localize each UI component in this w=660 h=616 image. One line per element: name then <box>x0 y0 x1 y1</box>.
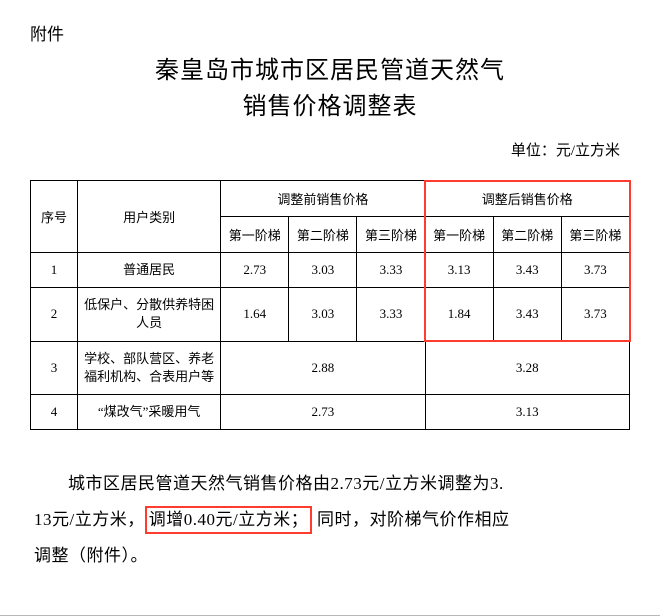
cell-val: 3.33 <box>357 253 425 288</box>
table-head-row1: 序号 用户类别 调整前销售价格 调整后销售价格 <box>31 181 630 217</box>
body-text-frag: 调整（附件）。 <box>34 546 148 565</box>
cell-category: 普通居民 <box>77 253 220 288</box>
table-row: 2 低保户、分散供养特困人员 1.64 3.03 3.33 1.84 3.43 … <box>31 288 630 341</box>
table-row: 3 学校、部队营区、养老福利机构、合表用户等 2.88 3.28 <box>31 341 630 394</box>
cell-seq: 1 <box>31 253 78 288</box>
cell-seq: 3 <box>31 341 78 394</box>
th-after-tier1: 第一阶梯 <box>425 217 493 253</box>
cell-val: 3.73 <box>561 253 629 288</box>
th-after: 调整后销售价格 <box>425 181 629 217</box>
cell-val-merged: 3.13 <box>425 394 629 429</box>
body-text-frag: 同时，对阶梯气价作相应 <box>312 510 509 529</box>
th-seq: 序号 <box>31 181 78 253</box>
cell-val: 1.84 <box>425 288 493 341</box>
cell-seq: 2 <box>31 288 78 341</box>
th-after-tier2: 第二阶梯 <box>493 217 561 253</box>
cell-category: “煤改气”采暖用气 <box>77 394 220 429</box>
cell-category: 学校、部队营区、养老福利机构、合表用户等 <box>77 341 220 394</box>
th-before: 调整前销售价格 <box>221 181 425 217</box>
table-row: 1 普通居民 2.73 3.03 3.33 3.13 3.43 3.73 <box>31 253 630 288</box>
th-before-tier2: 第二阶梯 <box>289 217 357 253</box>
cell-val-merged: 3.28 <box>425 341 629 394</box>
cell-val: 1.64 <box>221 288 289 341</box>
cell-val: 3.03 <box>289 253 357 288</box>
cell-val: 3.43 <box>493 253 561 288</box>
cell-val: 3.43 <box>493 288 561 341</box>
highlight-inline-increase: 调增0.40元/立方米； <box>145 506 312 534</box>
th-before-tier1: 第一阶梯 <box>221 217 289 253</box>
doc-title-line1: 秦皇岛市城市区居民管道天然气 <box>30 53 630 89</box>
unit-text: 单位：元/立方米 <box>30 139 630 160</box>
body-paragraph: 城市区居民管道天然气销售价格由2.73元/立方米调整为3. 13元/立方米，调增… <box>30 466 630 573</box>
price-table-wrap: 序号 用户类别 调整前销售价格 调整后销售价格 第一阶梯 第二阶梯 第三阶梯 第… <box>30 180 630 430</box>
cell-val-merged: 2.88 <box>221 341 425 394</box>
cell-val: 3.73 <box>561 288 629 341</box>
cell-val: 3.13 <box>425 253 493 288</box>
body-text-frag: 城市区居民管道天然气销售价格由2.73元/立方米调整为3. <box>68 474 504 493</box>
th-category: 用户类别 <box>77 181 220 253</box>
cell-seq: 4 <box>31 394 78 429</box>
attachment-label: 附件 <box>30 20 630 45</box>
cell-val-merged: 2.73 <box>221 394 425 429</box>
th-before-tier3: 第三阶梯 <box>357 217 425 253</box>
doc-title-line2: 销售价格调整表 <box>30 89 630 125</box>
cell-val: 3.33 <box>357 288 425 341</box>
cell-category: 低保户、分散供养特困人员 <box>77 288 220 341</box>
table-row: 4 “煤改气”采暖用气 2.73 3.13 <box>31 394 630 429</box>
price-table: 序号 用户类别 调整前销售价格 调整后销售价格 第一阶梯 第二阶梯 第三阶梯 第… <box>30 180 630 430</box>
body-text-frag: 13元/立方米， <box>34 510 145 529</box>
cell-val: 3.03 <box>289 288 357 341</box>
th-after-tier3: 第三阶梯 <box>561 217 629 253</box>
cell-val: 2.73 <box>221 253 289 288</box>
